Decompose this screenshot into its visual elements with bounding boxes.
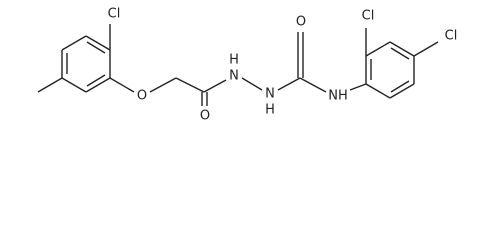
atom-label: NH bbox=[328, 89, 348, 104]
structure: Cl O O H N N H O NH Cl Cl bbox=[37, 7, 458, 124]
atom-label: H bbox=[265, 103, 275, 118]
atom-label: O bbox=[137, 89, 147, 104]
atom-label: Cl bbox=[108, 7, 121, 22]
atom-label: Cl bbox=[445, 29, 458, 44]
atom-label: H bbox=[229, 53, 239, 68]
atom-label: Cl bbox=[362, 9, 375, 24]
bonds bbox=[37, 24, 439, 106]
atom-label: N bbox=[265, 87, 275, 102]
atom-label: O bbox=[296, 15, 306, 30]
atom-label: N bbox=[229, 69, 239, 84]
atom-label: O bbox=[200, 109, 210, 124]
